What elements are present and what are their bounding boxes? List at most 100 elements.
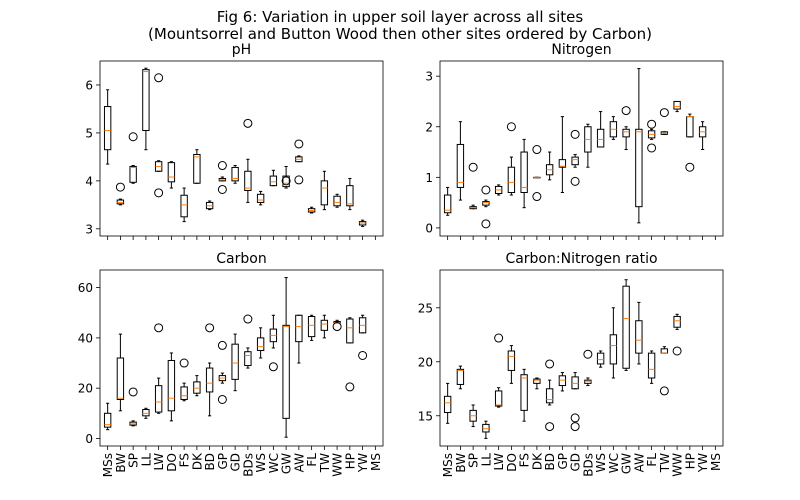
- x-tick-label: DO: [505, 453, 519, 472]
- box-iqr: [635, 320, 643, 354]
- box-iqr: [282, 175, 290, 188]
- box-GD: [231, 165, 239, 184]
- x-tick-label: SP: [127, 453, 141, 468]
- chart-title: Nitrogen: [551, 42, 611, 58]
- box-iqr: [320, 319, 329, 331]
- outlier: [659, 386, 669, 396]
- box-HP: [685, 113, 695, 172]
- box-WS: [596, 350, 605, 368]
- box-SP: [128, 387, 138, 427]
- box-iqr: [456, 143, 465, 188]
- box-iqr: [205, 367, 214, 393]
- x-tick-label: WC: [267, 453, 281, 473]
- y-tick-label: 6: [85, 78, 93, 92]
- box-GD: [570, 129, 580, 186]
- box-iqr: [129, 165, 137, 183]
- x-tick-label: MSs: [441, 453, 455, 477]
- x-tick-label: LW: [152, 453, 166, 471]
- chart-title: pH: [232, 42, 251, 58]
- box-iqr: [660, 348, 669, 354]
- axes-frame: [99, 60, 384, 237]
- y-tick-label: 60: [78, 281, 93, 295]
- box-WS: [256, 327, 265, 359]
- box-WS: [256, 190, 265, 206]
- box-HP: [345, 317, 355, 392]
- box-WW: [332, 319, 342, 332]
- box-iqr: [282, 324, 290, 419]
- y-tick-label: 5: [85, 126, 93, 140]
- box-FL: [307, 206, 316, 214]
- x-tick-label: YW: [356, 453, 370, 473]
- box-iqr: [456, 368, 465, 385]
- box-HP: [346, 177, 354, 211]
- box-DO: [167, 352, 176, 422]
- outlier: [217, 394, 227, 404]
- box-BW: [456, 365, 465, 390]
- outlier: [294, 175, 304, 185]
- box-iqr: [180, 386, 188, 400]
- x-tick-label: FL: [305, 453, 319, 467]
- box-GW: [622, 279, 630, 371]
- y-tick-label: 1: [425, 171, 433, 185]
- box-LW: [494, 184, 503, 196]
- box-DO: [167, 161, 176, 189]
- box-BW: [116, 333, 125, 412]
- box-iqr: [673, 100, 681, 110]
- box-LL: [142, 407, 150, 419]
- x-tick-label: MSs: [101, 453, 115, 477]
- box-iqr: [520, 151, 528, 194]
- box-GW: [281, 165, 291, 189]
- box-iqr: [142, 409, 150, 417]
- x-tick-label: BW: [114, 453, 128, 473]
- outlier: [294, 139, 304, 149]
- box-iqr: [142, 69, 150, 132]
- outlier: [243, 118, 253, 128]
- outlier: [268, 362, 278, 372]
- x-tick-label: HP: [683, 453, 697, 469]
- chart-title: Carbon: [216, 251, 266, 267]
- box-iqr: [507, 350, 516, 371]
- box-YW: [698, 121, 707, 151]
- y-tick-label: 2: [425, 120, 433, 134]
- x-tick-label: DK: [530, 452, 544, 470]
- box-YW: [358, 314, 368, 360]
- subplots: pH3456Nitrogen0123Carbon0204060MSsBWSPLL…: [78, 42, 724, 477]
- box-SP: [468, 162, 478, 210]
- box-iqr: [333, 195, 341, 207]
- y-tick-label: 20: [78, 382, 93, 396]
- box-iqr: [231, 343, 239, 380]
- box-MSs: [103, 89, 112, 165]
- chart-panel-2: Carbon0204060MSsBWSPLLLWDOFSDKBDGPGDBDsW…: [78, 251, 384, 477]
- box-BD: [545, 359, 555, 432]
- outlier: [685, 162, 695, 172]
- box-iqr: [167, 360, 176, 412]
- box-iqr: [609, 334, 618, 365]
- box-AW: [294, 139, 304, 185]
- box-FS: [179, 358, 189, 402]
- x-tick-label: GW: [280, 453, 294, 474]
- box-YW: [358, 219, 367, 227]
- chart-panel-1: Nitrogen 0 1 2 3: [425, 42, 724, 240]
- y-tick-label: 4: [85, 174, 93, 188]
- box-LW: [154, 73, 164, 198]
- box-AW: [295, 314, 303, 364]
- box-LW: [494, 333, 504, 408]
- chart-title: Carbon:Nitrogen ratio: [505, 251, 657, 267]
- outlier: [647, 119, 657, 129]
- box-DK: [532, 145, 542, 202]
- x-tick-label: AW: [292, 453, 306, 473]
- box-iqr: [558, 375, 567, 387]
- box-iqr: [482, 423, 490, 433]
- box-DO: [507, 345, 516, 384]
- box-iqr: [558, 159, 567, 168]
- outlier: [154, 73, 164, 83]
- x-tick-label: GD: [229, 453, 243, 472]
- outlier: [570, 413, 580, 423]
- box-iqr: [673, 315, 681, 328]
- box-iqr: [320, 180, 329, 206]
- box-FL: [647, 350, 656, 384]
- box-WC: [609, 307, 618, 379]
- outlier: [243, 314, 253, 324]
- outlier: [217, 184, 227, 194]
- x-tick-label: BDs: [241, 453, 255, 477]
